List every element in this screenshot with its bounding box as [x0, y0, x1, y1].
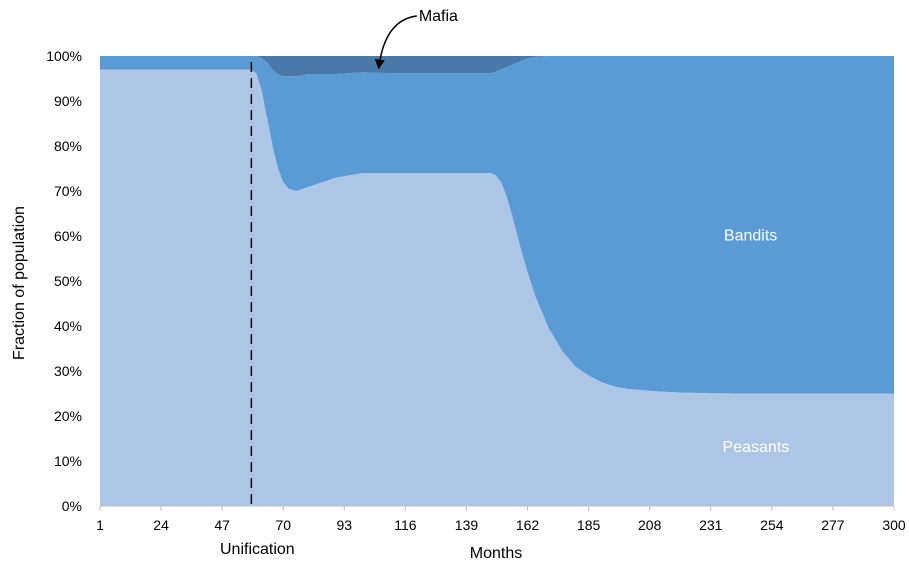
x-tick-label: 116 [394, 517, 417, 533]
y-tick-label: 10% [54, 453, 82, 469]
x-tick-label: 208 [638, 517, 662, 533]
x-tick-label: 300 [882, 517, 906, 533]
annotations: Unification Mafia Bandits Peasants [220, 8, 789, 558]
x-tick-label: 70 [275, 517, 291, 533]
y-tick-label: 0% [62, 498, 82, 514]
y-tick-label: 20% [54, 408, 82, 424]
x-tick-labels: 1 24 47 70 93 116 139 162 185 208 231 254 277 300 [96, 506, 906, 533]
x-tick-label: 139 [455, 517, 479, 533]
mafia-arrow [374, 15, 417, 70]
x-tick-label: 24 [153, 517, 169, 533]
area-bandits [100, 56, 894, 394]
y-axis-title: Fraction of population [11, 206, 28, 360]
y-tick-label: 50% [54, 273, 82, 289]
y-tick-label: 40% [54, 318, 82, 334]
x-axis-title: Months [470, 545, 522, 562]
y-tick-label: 90% [54, 93, 82, 109]
mafia-label: Mafia [419, 8, 458, 25]
y-tick-label: 70% [54, 183, 82, 199]
area-label-peasants: Peasants [723, 439, 790, 456]
area-mafia [100, 56, 894, 77]
x-tick-label: 93 [337, 517, 353, 533]
y-tick-labels: 0% 10% 20% 30% 40% 50% 60% 70% 80% 90% 100% [46, 48, 82, 514]
unification-label: Unification [220, 541, 295, 558]
x-tick-label: 47 [214, 517, 230, 533]
y-tick-label: 60% [54, 228, 82, 244]
x-tick-label: 185 [577, 517, 601, 533]
stacked-areas [100, 56, 894, 506]
y-tick-label: 30% [54, 363, 82, 379]
area-peasants [100, 69, 894, 506]
x-tick-label: 277 [821, 517, 845, 533]
y-tick-label: 100% [46, 48, 82, 64]
y-tick-label: 80% [54, 138, 82, 154]
x-tick-label: 1 [96, 517, 104, 533]
x-tick-label: 254 [760, 517, 784, 533]
x-tick-label: 231 [699, 517, 723, 533]
x-tick-label: 162 [516, 517, 540, 533]
area-label-bandits: Bandits [724, 228, 777, 245]
